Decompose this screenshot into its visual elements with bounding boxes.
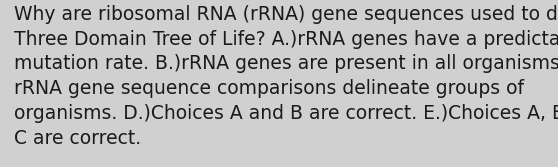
Text: Why are ribosomal RNA (rRNA) gene sequences used to draw the
Three Domain Tree o: Why are ribosomal RNA (rRNA) gene sequen… (14, 5, 558, 147)
